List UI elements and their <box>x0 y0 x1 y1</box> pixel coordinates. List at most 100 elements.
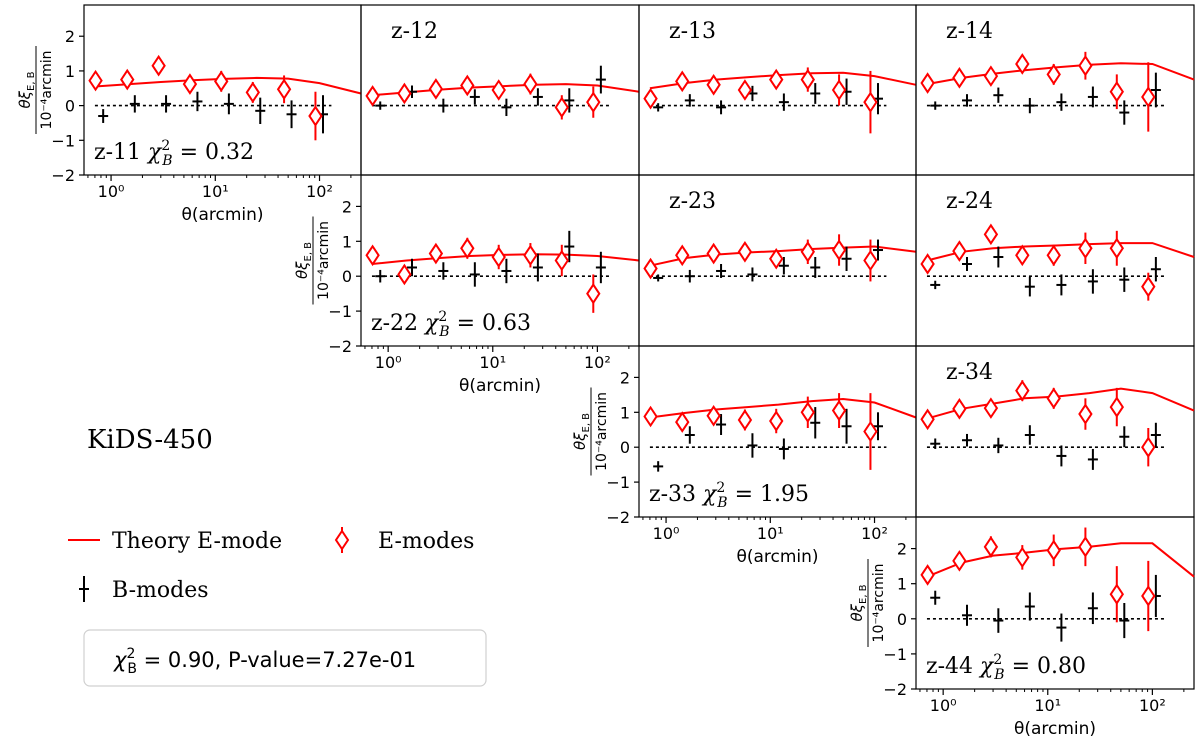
survey-label: KiDS-450 <box>87 425 213 455</box>
y-axis-label-bottom: 10⁻⁴arcmin <box>594 392 610 471</box>
x-tick-label: 10² <box>306 182 333 201</box>
x-tick-label: 10² <box>861 524 888 543</box>
panel-z-14: z-14 <box>915 4 1195 176</box>
emode-point <box>365 85 380 107</box>
bmode-point <box>223 93 234 115</box>
bmode-point <box>1056 93 1067 111</box>
panel-z-13: z-13 <box>638 4 917 176</box>
y-tick-label: 0 <box>65 97 75 116</box>
emode-point <box>675 244 690 267</box>
emode-point <box>983 536 999 558</box>
y-tick-label: 1 <box>897 575 907 594</box>
bmode-point <box>716 100 727 115</box>
emode-point <box>920 72 935 94</box>
y-tick-label: −1 <box>606 473 630 492</box>
theory-line <box>649 245 917 267</box>
emode-point <box>863 239 878 282</box>
bmode-point <box>255 97 266 124</box>
emode-point <box>831 234 847 266</box>
emode-point <box>428 242 444 265</box>
panel-z-34: z-34 <box>915 345 1195 518</box>
emode-point <box>920 564 935 586</box>
panel-z-12: z-12 <box>360 4 640 176</box>
panel-label: z-13 <box>669 19 716 44</box>
emode-point <box>952 67 967 89</box>
panel-label: z-33 χ2 B = 1.95 <box>649 480 809 511</box>
bmode-point <box>1119 267 1130 292</box>
y-tick-label: −2 <box>883 680 907 699</box>
emode-point <box>1109 566 1125 623</box>
bmode-point <box>532 253 543 282</box>
bmode-point <box>716 414 727 435</box>
bmode-point <box>684 94 695 107</box>
bmode-point <box>1024 592 1035 621</box>
emode-point <box>920 253 935 275</box>
panel-label: z-11 χ2 B = 0.32 <box>94 138 254 169</box>
emode-point <box>1141 272 1156 301</box>
bmode-point <box>841 408 852 444</box>
emode-point <box>1141 428 1156 467</box>
x-axis-label: θ(arcmin) <box>181 205 263 225</box>
y-axis-label: θξE, B 10⁻⁴arcmin <box>848 559 887 647</box>
y-tick-label: 0 <box>620 438 630 457</box>
bmode-point <box>684 269 695 283</box>
bmode-point <box>1024 276 1035 297</box>
bmode-point <box>810 257 821 278</box>
bmode-point <box>993 437 1004 454</box>
bmode-point <box>129 95 140 113</box>
summary-box: χ2 B = 0.90, P-value=7.27e-01 <box>83 629 487 687</box>
x-tick-label: 10⁰ <box>930 696 957 715</box>
emode-point <box>831 393 847 429</box>
x-tick-label: 10¹ <box>202 182 229 201</box>
y-tick-label: −2 <box>51 166 75 185</box>
emode-point <box>831 74 847 106</box>
bmode-point <box>961 94 972 107</box>
y-tick-label: 1 <box>620 403 630 422</box>
bmode-point <box>993 246 1004 268</box>
bmode-point <box>1087 448 1098 470</box>
emode-point <box>983 397 999 419</box>
emode-point <box>491 244 506 270</box>
bmode-point <box>375 269 386 283</box>
bmode-point <box>1056 613 1067 642</box>
emode-point <box>397 263 412 286</box>
y-axis-label-top: θξE, B <box>293 242 314 279</box>
emode-point <box>1109 230 1125 266</box>
emode-point <box>554 244 569 277</box>
legend: Theory E-mode E-modes B-modes <box>68 527 474 603</box>
emode-point <box>245 81 260 104</box>
x-axis-label: θ(arcmin) <box>459 376 541 396</box>
x-tick-label: 10² <box>1139 696 1166 715</box>
emode-point <box>308 91 323 141</box>
bmode-point <box>1150 257 1161 282</box>
emode-point <box>1109 387 1125 427</box>
bmode-point <box>375 101 386 110</box>
y-tick-label: 1 <box>342 232 352 251</box>
emode-point <box>769 68 784 91</box>
emode-point <box>1015 379 1030 402</box>
theory-line <box>94 76 362 95</box>
emode-point <box>88 69 103 92</box>
y-tick-label: −1 <box>51 131 75 150</box>
emode-point <box>523 243 538 268</box>
theory-line <box>649 397 917 419</box>
emode-point <box>365 244 380 267</box>
emode-point <box>428 78 444 100</box>
bmode-point <box>1024 425 1035 445</box>
legend-bmode-label: B-modes <box>112 578 209 603</box>
summary-text: χ2 B = 0.90, P-value=7.27e-01 <box>113 646 416 677</box>
emode-point <box>120 68 135 91</box>
emode-point <box>800 67 815 92</box>
y-tick-label: −1 <box>883 645 907 664</box>
x-tick-label: 10¹ <box>479 353 506 372</box>
emode-point <box>586 86 601 118</box>
emode-point <box>1046 244 1061 267</box>
theory-line <box>649 71 917 90</box>
bmode-point <box>653 103 664 112</box>
bmode-point <box>930 590 941 605</box>
emode-point <box>983 65 999 87</box>
bmode-point <box>1056 445 1067 467</box>
bmode-point <box>564 230 575 263</box>
emode-point <box>1046 63 1061 86</box>
